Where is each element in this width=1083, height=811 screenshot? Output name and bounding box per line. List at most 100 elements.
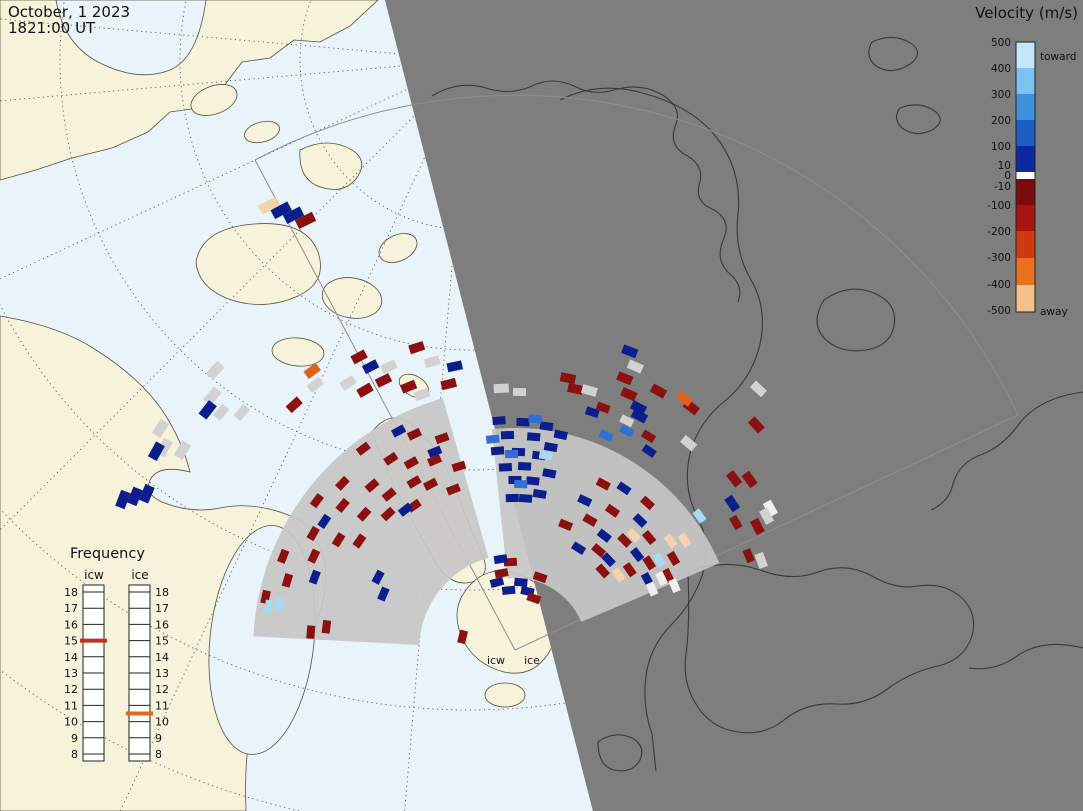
colorbar-tick-label: 400 — [991, 63, 1011, 75]
frequency-value: 16 — [155, 618, 169, 631]
velocity-cell — [282, 206, 305, 224]
velocity-cell — [173, 440, 192, 461]
velocity-cell — [641, 529, 657, 546]
velocity-cell — [677, 532, 692, 548]
velocity-cell — [383, 451, 399, 466]
velocity-cell — [317, 513, 332, 530]
velocity-cell — [399, 379, 418, 394]
colorbar-segment — [1016, 42, 1035, 68]
velocity-cell — [397, 502, 413, 517]
landmass-outline — [684, 563, 975, 734]
frequency-value: 18 — [155, 586, 169, 599]
colorbar-tick-label: 0 — [1004, 170, 1011, 182]
colorbar-outline — [1015, 41, 1036, 313]
velocity-cell — [538, 450, 553, 461]
colorbar-tick-label: 200 — [991, 115, 1011, 127]
velocity-cell — [426, 454, 443, 467]
velocity-cell — [639, 495, 656, 511]
velocity-cell — [303, 362, 321, 379]
velocity-cell — [403, 456, 419, 470]
velocity-cell — [526, 592, 542, 605]
velocity-cell — [115, 489, 131, 510]
island — [271, 337, 325, 367]
velocity-cell — [493, 383, 510, 394]
frequency-value: 9 — [155, 732, 162, 745]
radar-site-label: ice — [524, 654, 540, 667]
velocity-cell — [655, 570, 668, 587]
frequency-value: 12 — [155, 683, 169, 696]
velocity-cell — [558, 518, 574, 531]
colorbar-segment — [1016, 172, 1035, 179]
velocity-cell — [390, 424, 407, 438]
frequency-value: 18 — [64, 586, 78, 599]
coastline — [968, 643, 1083, 670]
frequency-panel: icw ice 18 17 16 15 14 13 12 11 10 9 8 18 17 16 15 14 13 12… — [64, 568, 169, 762]
velocity-cell — [493, 554, 508, 565]
velocity-cell — [526, 432, 541, 442]
velocity-cell — [543, 442, 558, 453]
velocity-cell — [377, 586, 390, 602]
island — [195, 223, 321, 305]
island — [244, 120, 280, 144]
night-shadow — [385, 0, 1083, 811]
velocity-cell — [729, 514, 743, 531]
colorbar-tick-label: 10 — [998, 160, 1011, 172]
velocity-cell — [512, 387, 527, 397]
velocity-cell — [725, 470, 743, 488]
velocity-cell — [629, 547, 645, 563]
velocity-cell — [584, 406, 600, 419]
island — [299, 142, 363, 190]
island — [190, 84, 238, 116]
frequency-column-label: icw — [84, 568, 104, 582]
island-outline — [597, 734, 643, 772]
velocity-cell — [151, 418, 170, 439]
velocity-cell — [679, 434, 698, 452]
velocity-cell — [331, 532, 346, 548]
velocity-cell — [741, 470, 758, 489]
velocity-cells — [115, 196, 778, 645]
velocity-cell — [675, 390, 694, 407]
velocity-cell — [339, 375, 357, 391]
frequency-column-label: ice — [131, 568, 148, 582]
velocity-cell — [632, 513, 648, 528]
frequency-value: 17 — [155, 602, 169, 615]
velocity-cell — [649, 383, 668, 399]
colorbar-segment — [1016, 120, 1035, 146]
velocity-cell — [532, 488, 547, 499]
velocity-cell — [749, 517, 765, 536]
velocity-colorbar: 500400300200100100-10-100-200-300-400-50… — [987, 37, 1036, 317]
velocity-cell — [591, 543, 607, 558]
velocity-cell — [518, 493, 533, 503]
frequency-value: 14 — [64, 651, 78, 664]
arctic-bay — [55, 0, 207, 76]
velocity-cell — [138, 483, 155, 504]
velocity-cell — [380, 359, 398, 374]
velocity-cell — [542, 468, 557, 479]
velocity-cell — [205, 360, 225, 381]
velocity-cell — [616, 481, 632, 496]
colorbar-tick-label: 300 — [991, 89, 1011, 101]
island-outline — [895, 104, 941, 135]
velocity-cell — [352, 533, 367, 549]
velocity-cell — [374, 373, 393, 388]
velocity-cell — [498, 462, 513, 472]
velocity-cell — [500, 430, 515, 440]
velocity-cell — [263, 599, 274, 614]
velocity-cell — [641, 444, 657, 458]
velocity-cell — [652, 552, 667, 568]
colorbar-segment — [1016, 179, 1035, 205]
colorbar-segment — [1016, 205, 1035, 231]
velocity-cell — [642, 555, 657, 571]
velocity-cell — [630, 408, 649, 424]
velocity-cell — [361, 359, 380, 375]
velocity-cell — [616, 371, 634, 386]
velocity-cell — [553, 429, 568, 441]
date-label: October, 1 2023 — [8, 3, 130, 21]
velocity-cell — [285, 396, 303, 414]
velocity-cell — [307, 548, 321, 564]
coastline — [559, 87, 763, 772]
velocity-cell — [335, 497, 350, 513]
island-outline — [816, 288, 896, 352]
colorbar-title: Velocity (m/s) — [975, 4, 1078, 22]
